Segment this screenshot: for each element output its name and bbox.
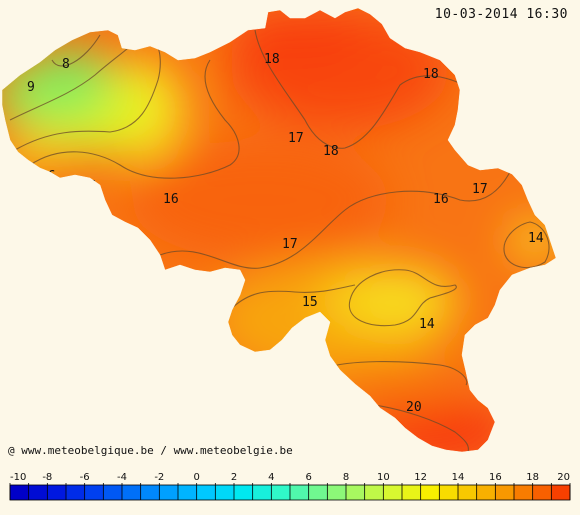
scale-swatch [476, 485, 496, 500]
scale-swatch [495, 485, 515, 500]
scale-label: -4 [117, 472, 127, 483]
scale-label: -8 [42, 472, 52, 483]
scale-swatch [84, 485, 104, 500]
isotherms [9, 29, 550, 452]
scale-label: -2 [154, 472, 164, 483]
contour-label: 8 [62, 57, 70, 72]
scale-swatch [551, 485, 571, 500]
contour-label: 16 [163, 192, 179, 207]
contour-label: 17 [282, 237, 298, 252]
contour-label: 14 [528, 231, 544, 246]
scale-swatch [159, 485, 179, 500]
credit-text: @ www.meteobelgique.be / www.meteobelgie… [8, 444, 293, 457]
scale-swatch [458, 485, 478, 500]
scale-swatch [327, 485, 347, 500]
contour-label: 17 [472, 182, 488, 197]
scale-swatch [10, 485, 30, 500]
scale-swatch [66, 485, 86, 500]
scale-label: 10 [377, 472, 390, 483]
scale-swatch [252, 485, 272, 500]
contour-label: 17 [288, 131, 304, 146]
contour-label: 18 [423, 67, 439, 82]
scale-swatch [28, 485, 48, 500]
contour-label: 16 [433, 192, 449, 207]
contour-label: 17 [80, 179, 96, 194]
scale-label: 20 [557, 472, 570, 483]
scale-swatch [178, 485, 198, 500]
scale-swatch [346, 485, 366, 500]
scale-label: 18 [526, 472, 539, 483]
scale-label: 0 [193, 472, 199, 483]
scale-swatch [532, 485, 552, 500]
contour-label: 9 [27, 80, 35, 95]
scale-swatch [402, 485, 422, 500]
belgium-border [1, 7, 557, 453]
contour-label: 17 [323, 377, 339, 392]
timestamp: 10-03-2014 16:30 [434, 7, 568, 22]
contour-label: 18 [264, 52, 280, 67]
color-scale: -10 -8 -6 -4 -2 0 2 4 6 8 10 12 14 16 18 20 [9, 472, 571, 501]
scale-label: 12 [414, 472, 427, 483]
scale-label: 2 [231, 472, 237, 483]
scale-swatch [420, 485, 440, 500]
scale-swatch [290, 485, 310, 500]
scale-swatch [47, 485, 67, 500]
contour-label: 18 [323, 144, 339, 159]
scale-swatch [364, 485, 384, 500]
scale-label: 4 [268, 472, 274, 483]
scale-swatch [196, 485, 216, 500]
scale-label: 8 [343, 472, 349, 483]
contour-label: 15 [302, 295, 318, 310]
temperature-field: 8 9 16 17 16 18 17 18 18 17 16 14 17 15 … [2, 8, 556, 452]
scale-label: -6 [80, 472, 90, 483]
scale-swatch [103, 485, 123, 500]
scale-swatch [383, 485, 403, 500]
scale-swatch [514, 485, 534, 500]
scale-swatch [308, 485, 328, 500]
scale-swatch [215, 485, 235, 500]
scale-swatch [122, 485, 142, 500]
scale-swatch [439, 485, 459, 500]
scale-swatch [271, 485, 291, 500]
scale-label: 16 [489, 472, 502, 483]
scale-swatch [234, 485, 254, 500]
scale-label: 6 [305, 472, 311, 483]
scale-label: -10 [10, 472, 26, 483]
scale-label: 14 [452, 472, 465, 483]
contour-label: 14 [419, 317, 435, 332]
contour-label: 20 [406, 400, 422, 415]
scale-swatch [140, 485, 160, 500]
